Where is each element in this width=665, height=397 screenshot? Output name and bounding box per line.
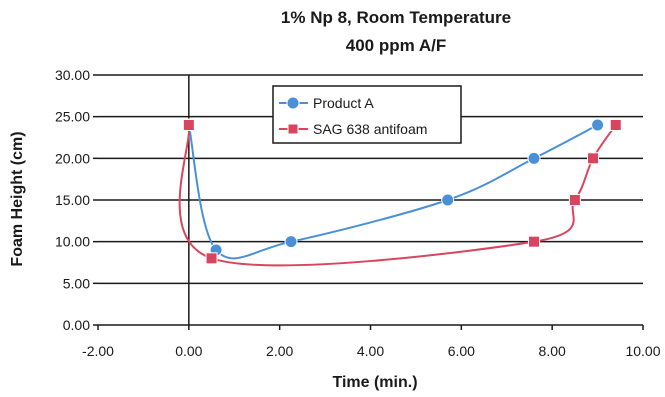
- data-point-circle: [441, 193, 455, 207]
- series-line: [178, 124, 617, 267]
- data-point-square: [182, 119, 195, 131]
- data-point-square: [609, 119, 622, 131]
- x-tick-label: 0.00: [175, 343, 202, 359]
- chart-title-line-2: 400 ppm A/F: [346, 36, 446, 55]
- data-series: [178, 118, 622, 267]
- data-point-circle: [527, 151, 541, 165]
- x-tick-label: 10.00: [625, 343, 660, 359]
- data-point-square: [205, 252, 218, 265]
- legend-label-sag-638: SAG 638 antifoam: [313, 121, 427, 137]
- y-tick-label: 5.00: [63, 275, 90, 291]
- data-point-square: [568, 194, 581, 206]
- x-tick-label: 6.00: [448, 343, 475, 359]
- legend-circle-icon: [286, 96, 300, 110]
- legend-square-icon: [287, 123, 299, 135]
- x-axis-label: Time (min.): [332, 374, 417, 391]
- x-tick-label: 4.00: [357, 343, 384, 359]
- x-tick-label: 2.00: [266, 343, 293, 359]
- y-tick-label: 15.00: [55, 192, 90, 208]
- y-tick-label: 0.00: [63, 317, 90, 333]
- data-point-circle: [591, 118, 605, 132]
- y-tick-label: 10.00: [55, 234, 90, 250]
- x-tick-label: 8.00: [539, 343, 566, 359]
- legend-box: [272, 85, 462, 144]
- y-axis-label: Foam Height (cm): [9, 131, 26, 266]
- y-tick-label: 20.00: [55, 150, 90, 166]
- axes: [93, 74, 644, 330]
- y-tick-label: 30.00: [55, 67, 90, 83]
- legend-label-product-a: Product A: [313, 95, 374, 111]
- legend: Product A SAG 638 antifoam: [272, 85, 462, 144]
- y-tick-label: 25.00: [55, 109, 90, 125]
- x-tick-label: -2.00: [82, 343, 114, 359]
- tick-labels: 0.00 5.00 10.00 15.00 20.00 25.00 30.00 -2.00 0.…: [55, 67, 661, 359]
- data-point-square: [528, 235, 540, 248]
- chart-title-line-1: 1% Np 8, Room Temperature: [281, 8, 511, 27]
- data-point-circle: [284, 235, 298, 249]
- data-point-square: [587, 152, 600, 165]
- legend-entry-sag-638: SAG 638 antifoam: [279, 121, 427, 137]
- legend-entry-product-a: Product A: [279, 95, 374, 111]
